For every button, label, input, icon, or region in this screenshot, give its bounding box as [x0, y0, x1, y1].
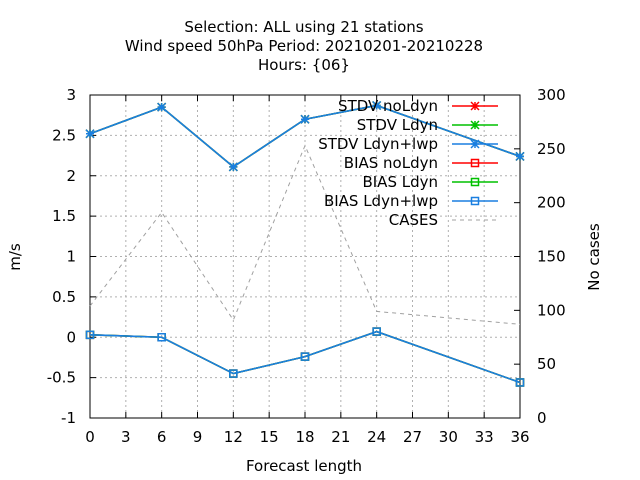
x-tick-label: 3: [121, 428, 131, 446]
y2-tick-label: 0: [537, 409, 547, 427]
y2-tick-label: 250: [537, 140, 566, 158]
plot-area: [85, 100, 525, 387]
series-line: [89, 104, 521, 168]
series-line: [89, 330, 521, 384]
y-tick-label: 1: [66, 248, 76, 266]
data-point: [515, 151, 525, 161]
chart-title-line: Hours: {06}: [258, 56, 350, 74]
data-point: [157, 333, 166, 342]
data-point: [372, 100, 382, 111]
y-tick-label: -1: [61, 409, 76, 427]
data-point: [372, 327, 381, 336]
x-tick-label: 6: [157, 428, 167, 446]
legend-label: BIAS Ldyn: [362, 173, 438, 191]
chart-title-line: Wind speed 50hPa Period: 20210201-202102…: [125, 37, 483, 55]
data-point: [515, 378, 525, 387]
y-tick-label: 1.5: [52, 207, 76, 225]
data-point: [228, 162, 238, 172]
x-tick-label: 30: [439, 428, 458, 446]
legend-marker: [470, 120, 480, 130]
legend-label: STDV noLdyn: [338, 97, 438, 115]
chart-title-line: Selection: ALL using 21 stations: [184, 18, 423, 36]
legend-label: BIAS Ldyn+lwp: [324, 192, 438, 210]
legend-marker: [470, 158, 480, 168]
y-tick-label: 0: [66, 328, 76, 346]
axes: 0 3 6 9 12 15 18 21 24 27 30 33 36-1-0.500.511.522.5…: [47, 86, 566, 446]
y-axis-label: m/s: [6, 243, 24, 271]
legend-label: STDV Ldyn+lwp: [318, 135, 438, 153]
y2-tick-label: 300: [537, 86, 566, 104]
y-tick-label: 0.5: [52, 288, 76, 306]
legend-label: CASES: [389, 211, 438, 229]
legend-marker: [470, 139, 480, 149]
y-tick-label: -0.5: [47, 369, 76, 387]
series: [89, 144, 521, 325]
y-tick-label: 3: [66, 86, 76, 104]
x-tick-label: 24: [367, 428, 386, 446]
y-tick-label: 2: [66, 167, 76, 185]
data-point: [85, 129, 95, 139]
data-point: [229, 369, 238, 378]
x-axis-label: Forecast length: [246, 457, 362, 475]
y2-tick-label: 50: [537, 355, 556, 373]
x-tick-label: 12: [224, 428, 243, 446]
legend-label: BIAS noLdyn: [344, 154, 438, 172]
x-tick-label: 21: [331, 428, 350, 446]
data-point: [85, 330, 95, 340]
y2-axis-label: No cases: [585, 223, 603, 291]
legend-marker: [470, 177, 480, 187]
legend-label: STDV Ldyn: [357, 116, 438, 134]
y2-tick-label: 150: [537, 248, 566, 266]
series-line: [89, 144, 521, 325]
y2-tick-label: 100: [537, 301, 566, 319]
y2-tick-label: 200: [537, 194, 566, 212]
x-tick-label: 15: [260, 428, 279, 446]
x-tick-label: 9: [193, 428, 203, 446]
legend-marker: [470, 196, 480, 206]
data-point: [300, 114, 310, 124]
legend-marker: [470, 101, 480, 111]
x-tick-label: 18: [295, 428, 314, 446]
x-tick-label: 0: [85, 428, 95, 446]
series: [85, 327, 525, 387]
data-point: [300, 352, 310, 361]
data-point: [157, 102, 167, 112]
x-tick-label: 33: [475, 428, 494, 446]
series: [85, 100, 525, 172]
x-tick-label: 27: [403, 428, 422, 446]
x-tick-label: 36: [510, 428, 529, 446]
y-tick-label: 2.5: [52, 126, 76, 144]
